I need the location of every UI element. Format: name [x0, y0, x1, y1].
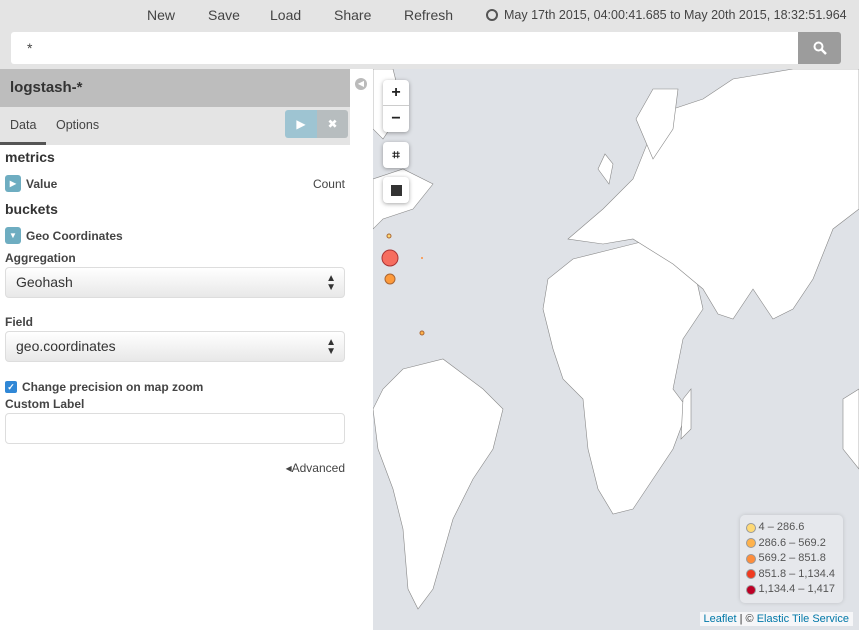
top-nav: New Save Load Share Refresh May 17th 201…	[0, 0, 859, 30]
collapse-sidebar-icon[interactable]: ◀	[355, 78, 367, 90]
apply-button[interactable]: ▶	[285, 110, 317, 138]
legend-range: 569.2 – 851.8	[758, 552, 826, 565]
geohash-marker[interactable]	[384, 273, 396, 285]
legend-item: 4 – 286.6	[745, 520, 835, 536]
field-value: geo.coordinates	[16, 338, 116, 354]
legend-item: 569.2 – 851.8	[745, 551, 835, 567]
metric-label: Value	[26, 176, 58, 191]
legend-range: 1,134.4 – 1,417	[758, 583, 835, 596]
search-icon	[813, 41, 827, 55]
new-button[interactable]: New	[147, 7, 176, 23]
zoom-out-button[interactable]: −	[391, 110, 401, 127]
sidebar: logstash-* Data Options ▶ ✖ metrics ▶ Va…	[0, 69, 350, 630]
draw-rectangle-button[interactable]	[383, 177, 409, 203]
aggregation-value: Geohash	[16, 274, 73, 290]
geohash-marker[interactable]	[386, 233, 392, 239]
aggregation-select[interactable]: Geohash ▲ ▼	[5, 267, 345, 298]
geohash-marker[interactable]	[419, 330, 425, 336]
chevron-right-icon[interactable]: ▶	[5, 175, 21, 192]
legend-range: 4 – 286.6	[758, 521, 805, 534]
map-legend: 4 – 286.6 286.6 – 569.2 569.2 – 851.8 85…	[739, 515, 843, 603]
search-input[interactable]: *	[11, 32, 798, 64]
legend-item: 286.6 – 569.2	[745, 536, 835, 552]
precision-label: Change precision on map zoom	[22, 380, 204, 394]
metric-agg: Count	[312, 176, 345, 191]
legend-item: 851.8 – 1,134.4	[745, 567, 835, 583]
zoom-control: + −	[383, 80, 409, 132]
attribution-separator: | ©	[736, 613, 757, 625]
advanced-label: Advanced	[291, 461, 345, 475]
leaflet-link[interactable]: Leaflet	[703, 613, 737, 625]
tab-data[interactable]: Data	[0, 118, 46, 145]
buckets-heading: buckets	[5, 201, 58, 217]
play-icon: ▶	[296, 117, 306, 131]
legend-item: 1,134.4 – 1,417	[745, 582, 835, 598]
select-arrows-icon: ▲ ▼	[326, 273, 336, 293]
chevron-down-icon[interactable]: ▼	[5, 227, 21, 244]
world-map-tiles	[373, 69, 859, 610]
save-button[interactable]: Save	[208, 7, 240, 23]
legend-dot	[745, 584, 756, 595]
time-picker[interactable]: May 17th 2015, 04:00:41.685 to May 20th …	[486, 8, 847, 22]
geohash-marker[interactable]	[421, 257, 423, 259]
tab-options[interactable]: Options	[56, 118, 100, 132]
clock-icon	[486, 9, 498, 21]
bucket-label: Geo Coordinates	[26, 228, 123, 243]
load-button[interactable]: Load	[270, 7, 302, 23]
aggregation-label: Aggregation	[5, 251, 76, 265]
precision-checkbox-row[interactable]: ✓ Change precision on map zoom	[5, 380, 203, 394]
tile-service-link[interactable]: Elastic Tile Service	[756, 613, 849, 625]
collapse-gutter: ◀	[350, 69, 373, 630]
square-icon	[390, 184, 402, 196]
map-attribution: Leaflet | © Elastic Tile Service	[699, 612, 853, 626]
fit-bounds-button[interactable]: ⌗	[383, 142, 409, 168]
checkbox-checked-icon[interactable]: ✓	[5, 381, 17, 393]
legend-range: 851.8 – 1,134.4	[758, 567, 835, 580]
refresh-button[interactable]: Refresh	[404, 7, 454, 23]
share-button[interactable]: Share	[334, 7, 372, 23]
field-label: Field	[5, 315, 34, 329]
custom-label-label: Custom Label	[5, 397, 85, 411]
legend-dot	[745, 553, 756, 564]
advanced-link[interactable]: ◂Advanced	[285, 461, 345, 475]
bucket-row[interactable]: ▼ Geo Coordinates	[5, 227, 123, 244]
map[interactable]: + − ⌗ 4 – 286.6 286.6 – 569.2 569.2 – 85…	[373, 69, 859, 630]
geohash-marker[interactable]	[381, 249, 399, 267]
field-select[interactable]: geo.coordinates ▲ ▼	[5, 331, 345, 362]
metric-value-row[interactable]: ▶ Value Count	[5, 175, 345, 192]
legend-range: 286.6 – 569.2	[758, 536, 826, 549]
crop-icon: ⌗	[392, 147, 400, 162]
legend-dot	[745, 522, 756, 533]
select-arrows-icon: ▲ ▼	[326, 337, 336, 357]
search-button[interactable]	[798, 32, 841, 64]
index-pattern-title: logstash-*	[0, 69, 350, 107]
metrics-heading: metrics	[5, 149, 55, 165]
discard-button[interactable]: ✖	[317, 110, 348, 138]
legend-dot	[745, 569, 756, 580]
custom-label-input[interactable]	[5, 413, 345, 444]
close-icon: ✖	[327, 117, 338, 131]
legend-dot	[745, 538, 756, 549]
time-range: May 17th 2015, 04:00:41.685 to May 20th …	[504, 8, 847, 22]
zoom-in-button[interactable]: +	[383, 80, 409, 106]
